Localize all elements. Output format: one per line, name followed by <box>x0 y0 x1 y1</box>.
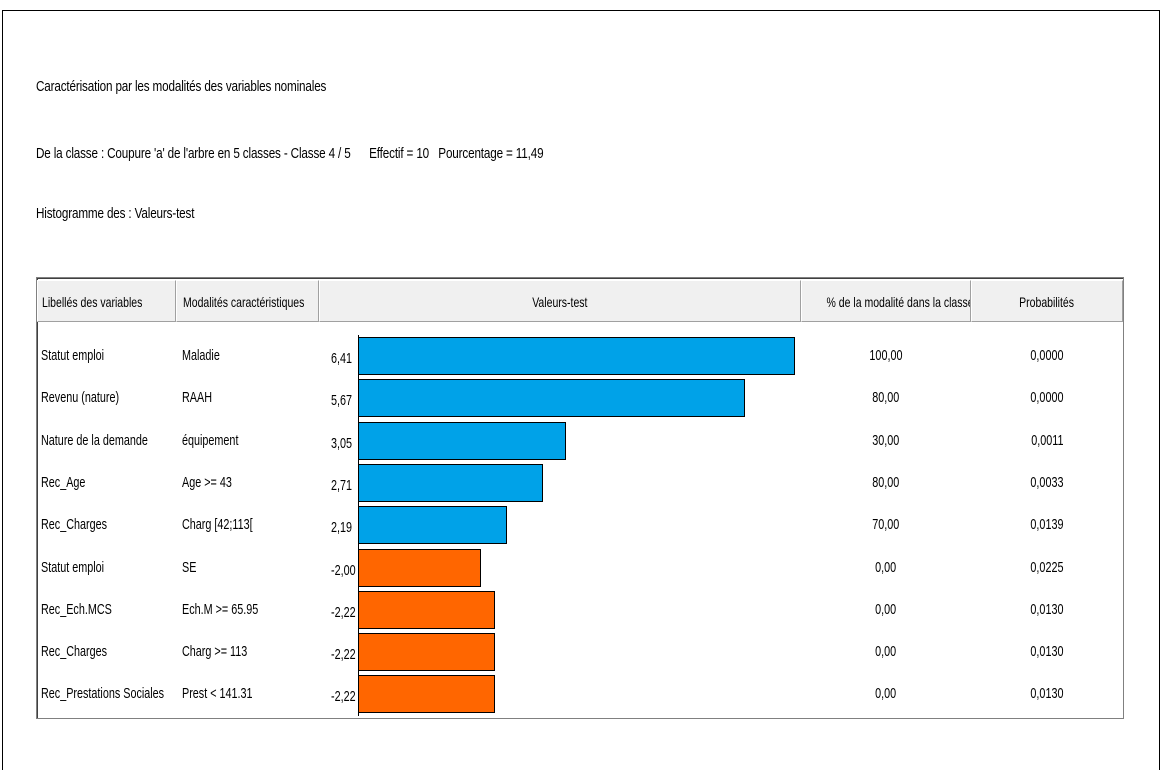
prob-cell: 0,0225 <box>1030 558 1064 576</box>
table-row[interactable]: Rec_Age Age >= 43 80,00 0,0033 2,71 <box>37 462 1123 504</box>
table-row[interactable]: Statut emploi SE 0,00 0,0225 -2,00 <box>37 547 1123 589</box>
pct-cell: 80,00 <box>872 389 900 407</box>
negative-value-bar <box>358 590 495 629</box>
chart-axis-zero <box>358 335 359 716</box>
value-test-label: 2,19 <box>331 519 353 537</box>
modalite-cell: Prest < 141.31 <box>182 685 253 703</box>
value-test-label: -2,00 <box>331 561 356 579</box>
column-header-modalite[interactable]: Modalités caractéristiques <box>176 280 319 322</box>
variable-cell: Nature de la demande <box>41 431 148 449</box>
value-test-label: -2,22 <box>331 688 356 706</box>
table-header: Libellés des variables Modalités caracté… <box>37 279 1123 323</box>
histogram-title: Histogramme des : Valeurs-test <box>36 205 195 222</box>
prob-cell: 0,0130 <box>1030 643 1064 661</box>
table-row[interactable]: Statut emploi Maladie 100,00 0,0000 6,41 <box>37 335 1123 377</box>
value-test-label: 5,67 <box>331 392 353 410</box>
prob-cell: 0,0000 <box>1030 389 1064 407</box>
variable-cell: Rec_Charges <box>41 643 108 661</box>
variable-cell: Statut emploi <box>41 347 105 364</box>
effectif-label: Effectif = 10 <box>369 145 430 162</box>
positive-value-bar <box>358 337 795 375</box>
pct-cell: 0,00 <box>875 643 897 661</box>
results-table: Libellés des variables Modalités caracté… <box>36 277 1124 719</box>
prob-cell: 0,0011 <box>1030 431 1064 449</box>
variable-cell: Revenu (nature) <box>41 389 120 407</box>
class-label: De la classe : Coupure 'a' de l'arbre en… <box>36 145 351 162</box>
prob-cell: 0,0139 <box>1030 516 1064 534</box>
modalite-cell: Ech.M >= 65.95 <box>182 600 259 618</box>
table-row[interactable]: Nature de la demande équipement 30,00 0,001… <box>37 420 1123 462</box>
variable-cell: Rec_Prestations Sociales <box>41 685 165 703</box>
pourcentage-label: Pourcentage = 11,49 <box>438 145 544 162</box>
pct-cell: 0,00 <box>875 685 897 703</box>
pct-cell: 30,00 <box>872 431 900 449</box>
value-test-label: -2,22 <box>331 603 356 621</box>
negative-value-bar <box>358 633 495 672</box>
table-row[interactable]: Rec_Ech.MCS Ech.M >= 65.95 0,00 0,0130 -2,22 <box>37 589 1123 631</box>
modalite-cell: Maladie <box>182 347 220 364</box>
value-test-label: -2,22 <box>331 646 356 664</box>
pct-cell: 80,00 <box>872 473 900 491</box>
class-description: De la classe : Coupure 'a' de l'arbre en… <box>36 145 544 162</box>
modalite-cell: Charg >= 113 <box>182 643 248 661</box>
positive-value-bar <box>358 506 508 545</box>
positive-value-bar <box>358 463 543 502</box>
column-header-probabilites[interactable]: Probabilités <box>971 280 1123 322</box>
variable-cell: Rec_Ech.MCS <box>41 600 112 618</box>
prob-cell: 0,0130 <box>1030 685 1064 703</box>
modalite-cell: RAAH <box>182 389 213 407</box>
modalite-cell: équipement <box>182 431 239 449</box>
positive-value-bar <box>358 421 566 460</box>
prob-cell: 0,0000 <box>1030 347 1064 364</box>
modalite-cell: Age >= 43 <box>182 473 232 491</box>
value-test-label: 2,71 <box>331 476 353 494</box>
negative-value-bar <box>358 675 495 714</box>
pct-cell: 0,00 <box>875 600 897 618</box>
column-header-valeurs-test[interactable]: Valeurs-test <box>319 280 801 322</box>
table-row[interactable]: Rec_Charges Charg >= 113 0,00 0,0130 -2,22 <box>37 631 1123 673</box>
prob-cell: 0,0033 <box>1030 473 1064 491</box>
pct-cell: 0,00 <box>875 558 897 576</box>
modalite-cell: SE <box>182 558 197 576</box>
positive-value-bar <box>358 379 745 418</box>
value-test-label: 3,05 <box>331 434 353 452</box>
pct-cell: 100,00 <box>869 347 903 364</box>
variable-cell: Rec_Age <box>41 473 86 491</box>
pct-cell: 70,00 <box>872 516 900 534</box>
table-row[interactable]: Rec_Prestations Sociales Prest < 141.31 0,… <box>37 673 1123 715</box>
modalite-cell: Charg [42;113[ <box>182 516 253 534</box>
prob-cell: 0,0130 <box>1030 600 1064 618</box>
value-test-label: 6,41 <box>331 350 353 367</box>
section-title: Caractérisation par les modalités des va… <box>36 78 327 95</box>
table-row[interactable]: Rec_Charges Charg [42;113[ 70,00 0,0139 2,19 <box>37 504 1123 546</box>
variable-cell: Statut emploi <box>41 558 105 576</box>
column-header-pct-modalite[interactable]: % de la modalité dans la classe <box>801 280 971 322</box>
variable-cell: Rec_Charges <box>41 516 108 534</box>
table-row[interactable]: Revenu (nature) RAAH 80,00 0,0000 5,67 <box>37 377 1123 419</box>
column-header-variable[interactable]: Libellés des variables <box>37 280 176 322</box>
window-frame <box>2 10 1160 770</box>
negative-value-bar <box>358 548 482 587</box>
